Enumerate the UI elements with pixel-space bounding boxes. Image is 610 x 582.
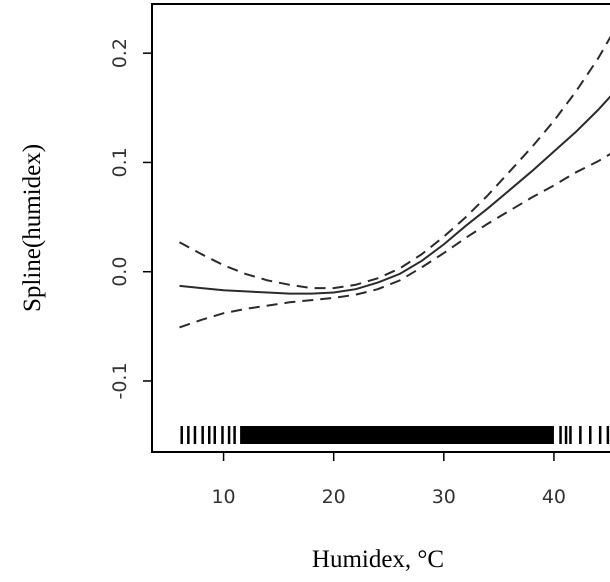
y-tick-label: 0.1 [109, 147, 131, 177]
y-tick-label: 0.2 [109, 38, 131, 68]
x-tick-label: 40 [542, 486, 566, 508]
x-tick-label: 20 [322, 486, 346, 508]
y-tick-label: 0.0 [109, 257, 131, 287]
confidence-bound-line-2 [179, 152, 610, 329]
rug-plot [180, 426, 610, 444]
rug-dense-band [240, 426, 554, 444]
x-axis: 10 20 30 40 [211, 451, 566, 508]
x-tick-label: 30 [432, 486, 456, 508]
y-axis: -0.1 0.0 0.1 0.2 [109, 38, 152, 400]
confidence-bound-line-1 [179, 35, 610, 290]
y-tick-label: -0.1 [109, 362, 131, 399]
spline-estimate-line [179, 95, 610, 295]
plot-area [179, 35, 610, 329]
y-axis-title: Spline(humidex) [19, 144, 46, 312]
plot-frame [151, 3, 610, 453]
x-axis-title: Humidex, °C [312, 546, 444, 573]
x-tick-label: 10 [211, 486, 235, 508]
